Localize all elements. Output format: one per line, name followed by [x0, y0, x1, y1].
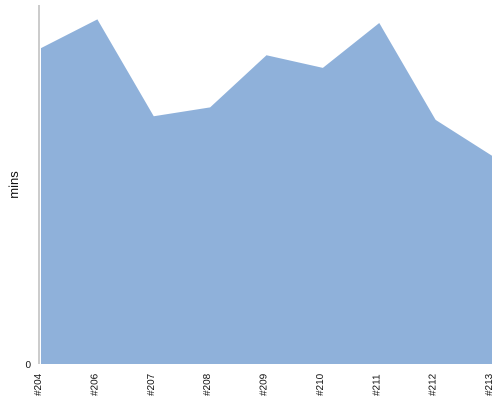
x-tick-label-8: #213 [484, 373, 495, 396]
x-tick-label-6: #211 [371, 374, 382, 396]
x-tick-label-0: #204 [33, 373, 44, 396]
x-tick-label-2: #207 [146, 373, 157, 396]
axis-layer: mins [6, 5, 40, 364]
x-tick-label-1: #206 [89, 373, 100, 396]
x-tick-label-7: #212 [428, 373, 439, 396]
area-layer [40, 19, 493, 365]
tick-layer: 0#204 #206 #207 #208 #209 #210 #211 #212 #213 [25, 360, 495, 396]
y-tick-label-0: 0 [25, 360, 31, 371]
series-area [41, 19, 492, 365]
x-tick-label-5: #210 [315, 373, 326, 396]
x-tick-label-3: #208 [202, 373, 213, 396]
y-axis-label: mins [6, 171, 21, 199]
x-tick-label-4: #209 [259, 373, 270, 396]
